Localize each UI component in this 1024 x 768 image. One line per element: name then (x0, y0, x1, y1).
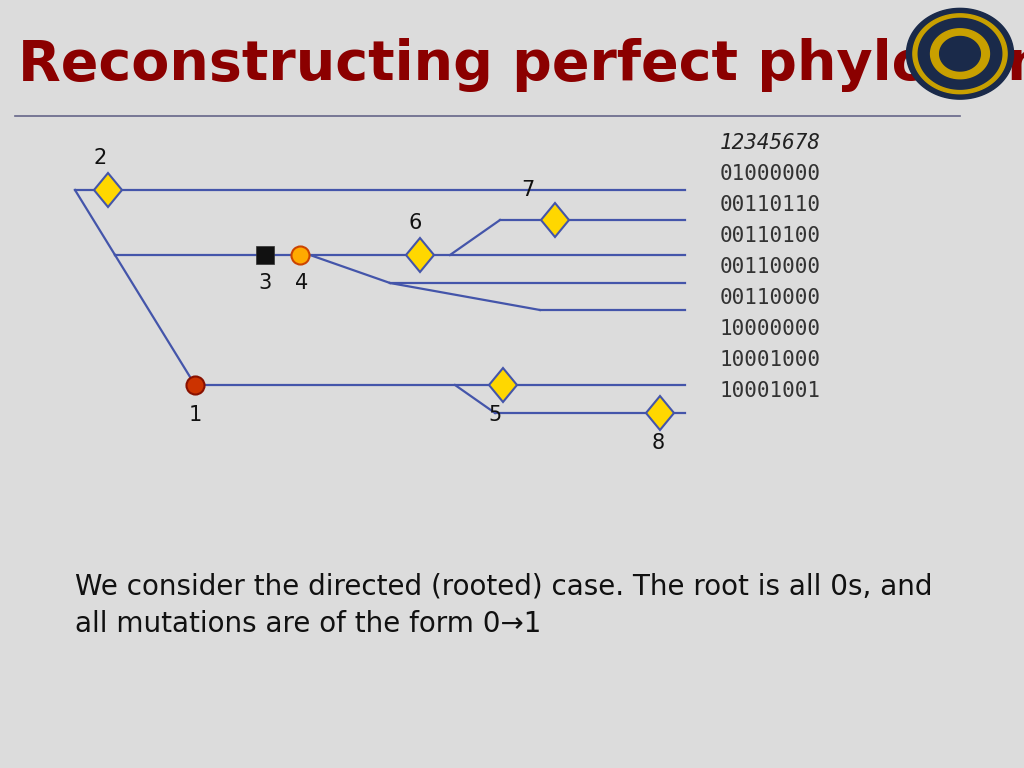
Polygon shape (406, 238, 434, 272)
Text: 10000000: 10000000 (720, 319, 821, 339)
Text: 4: 4 (295, 273, 308, 293)
Text: 00110000: 00110000 (720, 288, 821, 308)
Polygon shape (906, 8, 1014, 99)
Polygon shape (919, 18, 1001, 89)
Text: 01000000: 01000000 (720, 164, 821, 184)
Text: all mutations are of the form 0→1: all mutations are of the form 0→1 (75, 610, 542, 638)
Polygon shape (940, 37, 980, 71)
Polygon shape (541, 203, 569, 237)
Text: 00110110: 00110110 (720, 195, 821, 215)
Text: 10001001: 10001001 (720, 381, 821, 401)
Text: We consider the directed (rooted) case. The root is all 0s, and: We consider the directed (rooted) case. … (75, 573, 933, 601)
Text: 7: 7 (521, 180, 535, 200)
Text: 5: 5 (488, 405, 502, 425)
Text: 2: 2 (93, 148, 106, 168)
Text: 6: 6 (409, 213, 422, 233)
Text: 1: 1 (188, 405, 202, 425)
Text: 3: 3 (258, 273, 271, 293)
Text: 8: 8 (651, 433, 665, 453)
Text: Reconstructing perfect phylogeny: Reconstructing perfect phylogeny (18, 38, 1024, 92)
Polygon shape (913, 14, 1008, 94)
Text: 00110100: 00110100 (720, 226, 821, 246)
Text: 10001000: 10001000 (720, 350, 821, 370)
Polygon shape (489, 368, 517, 402)
Polygon shape (94, 173, 122, 207)
Text: 12345678: 12345678 (720, 133, 821, 153)
Text: 00110000: 00110000 (720, 257, 821, 277)
Polygon shape (646, 396, 674, 430)
Polygon shape (931, 29, 989, 78)
